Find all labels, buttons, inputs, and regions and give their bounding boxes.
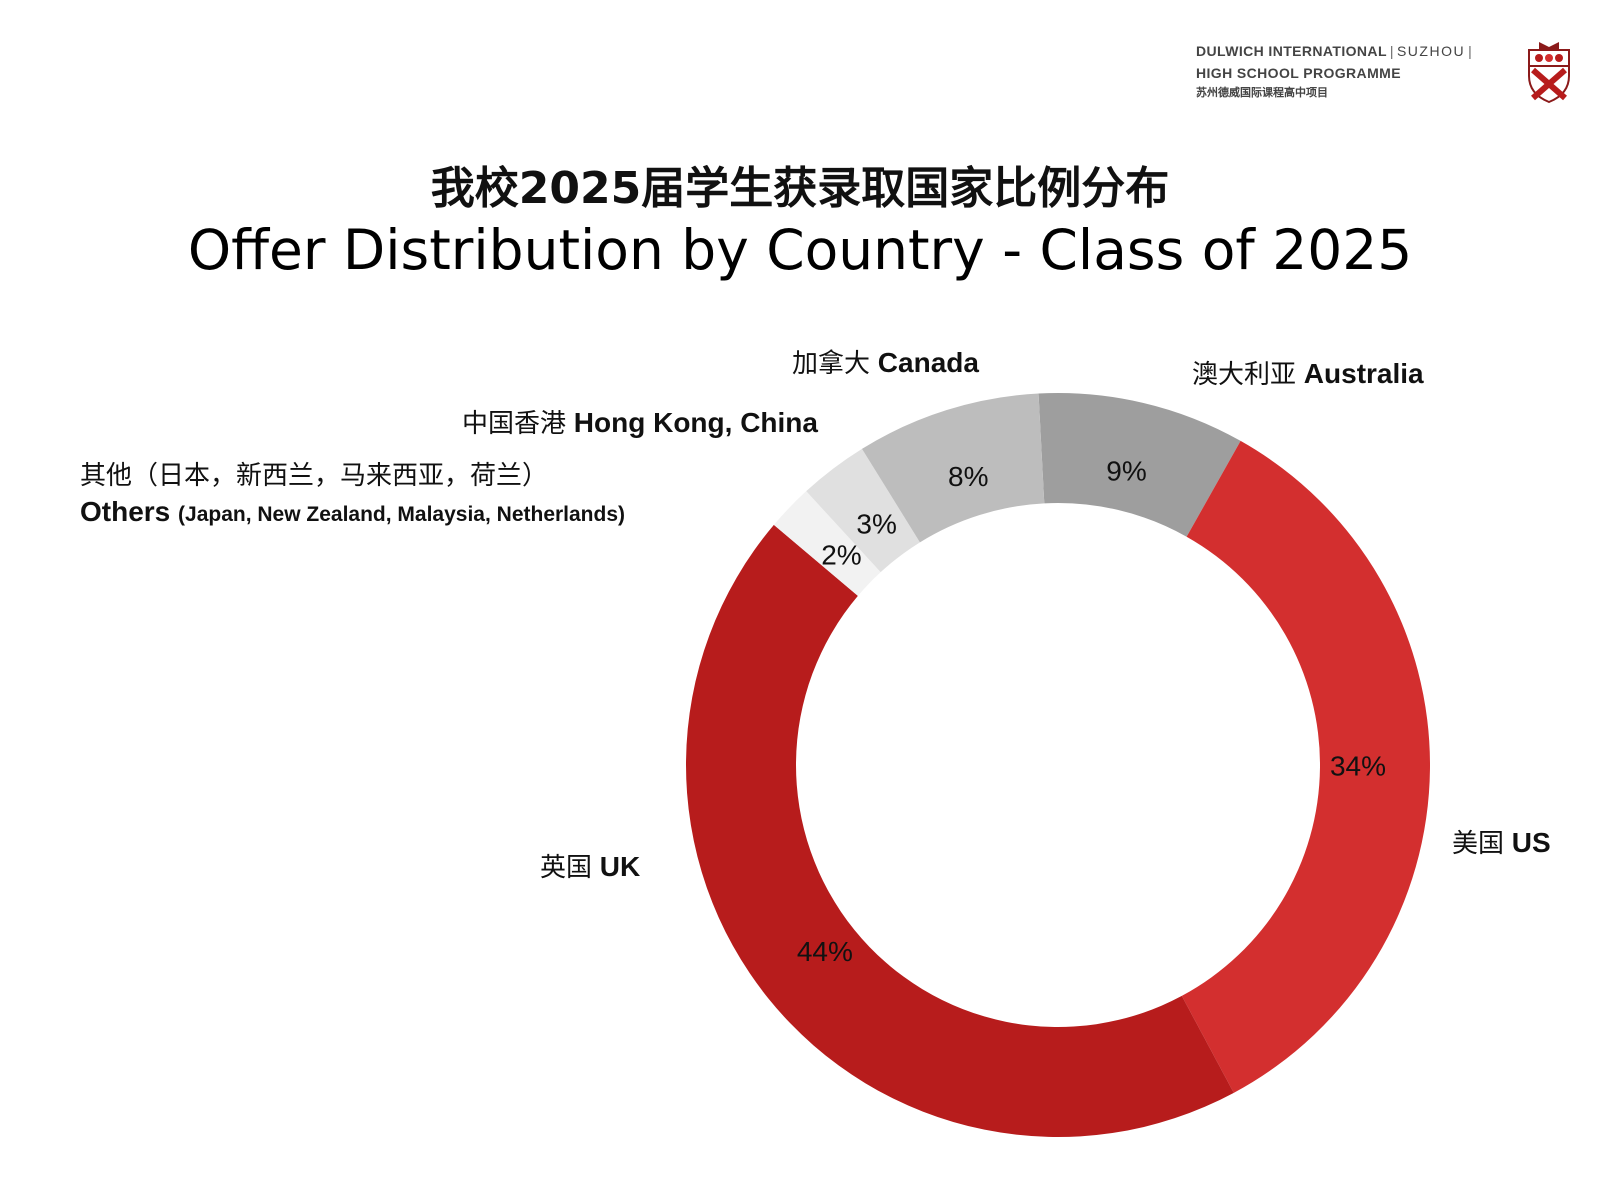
brand-programme: HIGH SCHOOL PROGRAMME [1196, 65, 1401, 81]
slice-label-uk-cn: 英国 [540, 853, 593, 883]
slice-label-us-en: US [1511, 827, 1551, 858]
slice-uk [686, 524, 1234, 1137]
slice-label-australia-en: Australia [1303, 358, 1424, 389]
chart-title: 我校2025届学生获录取国家比例分布 [430, 163, 1170, 214]
slice-others [773, 491, 881, 596]
slice-label-australia-cn: 澳大利亚 [1192, 360, 1297, 390]
slice-label-australia: 澳大利亚 Australia [1192, 354, 1424, 391]
school-crest-icon [1528, 42, 1570, 104]
slice-hong-kong [806, 448, 920, 573]
pct-label-others: 2% [821, 540, 861, 571]
slice-label-hong-kong-en: Hong Kong, China [573, 407, 818, 438]
slice-label-others-detail: (Japan, New Zealand, Malaysia, Netherlan… [178, 503, 626, 526]
slice-label-canada-cn: 加拿大 [792, 349, 871, 379]
slice-label-canada: 加拿大 Canada [792, 343, 979, 380]
slice-label-others: 其他（日本，新西兰，马来西亚，荷兰） Others (Japan, New Ze… [80, 458, 625, 533]
pct-label-hong-kong: 3% [856, 508, 896, 539]
slice-label-hong-kong: 中国香港 Hong Kong, China [462, 403, 818, 440]
pct-label-us: 34% [1330, 751, 1386, 782]
pct-label-canada: 8% [948, 461, 988, 492]
slice-label-canada-en: Canada [877, 347, 979, 378]
chart-subtitle: Offer Distribution by Country - Class of… [187, 218, 1413, 282]
brand-city: SUZHOU [1396, 43, 1466, 59]
brand-name: DULWICH INTERNATIONAL [1196, 43, 1387, 59]
slice-label-us-cn: 美国 [1452, 829, 1505, 859]
brand-separator-end: | [1468, 43, 1473, 59]
slice-us [1181, 440, 1431, 1093]
slice-label-uk-en: UK [599, 851, 641, 882]
pct-label-australia: 9% [1106, 455, 1146, 486]
slice-label-hong-kong-cn: 中国香港 [462, 409, 567, 439]
slice-australia [1038, 393, 1241, 537]
slice-label-others-cn: 其他（日本，新西兰，马来西亚，荷兰） [80, 461, 549, 491]
brand-separator: | [1389, 43, 1394, 59]
slice-label-uk: 英国 UK [540, 847, 640, 884]
slice-canada [861, 393, 1045, 543]
brand-header: DULWICH INTERNATIONAL | SUZHOU | HIGH SCHOO… [1196, 40, 1496, 102]
slice-label-others-en: Others [80, 496, 171, 527]
slice-label-us: 美国 US [1452, 823, 1551, 860]
brand-chinese-name: 苏州德威国际课程高中项目 [1196, 86, 1328, 99]
brand-line-1: DULWICH INTERNATIONAL | SUZHOU | [1196, 40, 1496, 62]
pct-label-uk: 44% [797, 936, 853, 967]
